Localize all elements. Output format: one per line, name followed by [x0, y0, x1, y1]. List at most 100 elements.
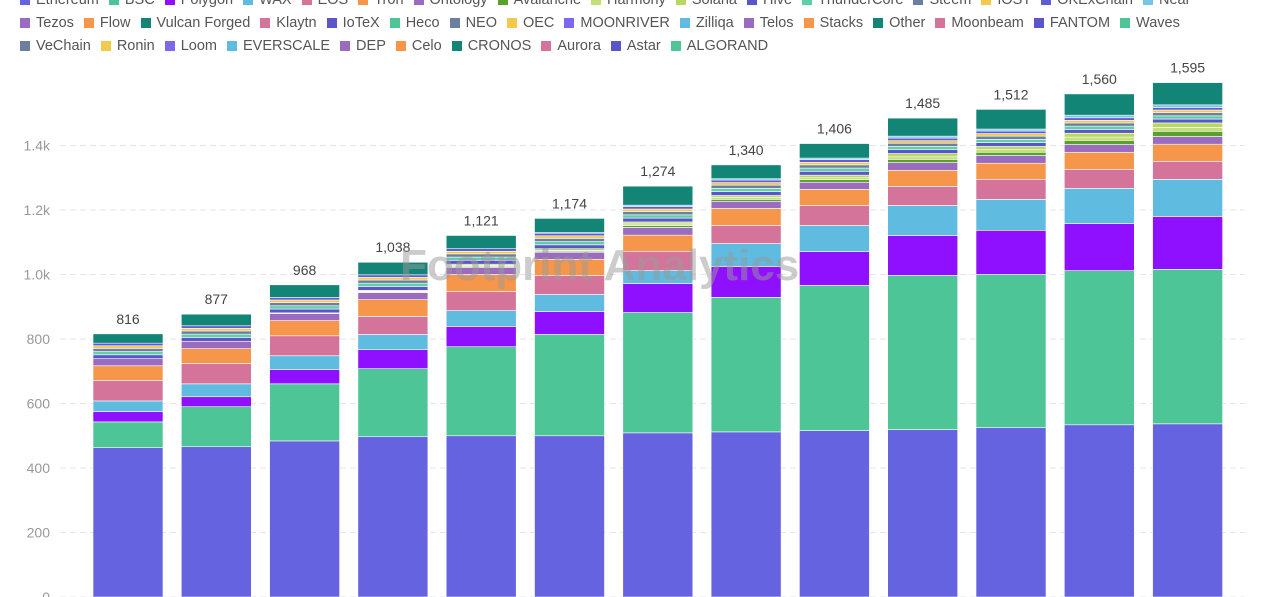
bar-segment-other[interactable] [445, 235, 517, 249]
bar-segment-tron[interactable] [269, 320, 340, 337]
bar-segment-ontology[interactable] [710, 200, 782, 209]
bar-segment-bsc[interactable] [622, 312, 694, 434]
bar-segment-iost[interactable] [181, 328, 252, 332]
legend-item-harmony[interactable]: Harmony [591, 0, 666, 8]
legend-item-iotex[interactable]: IoTeX [326, 15, 380, 31]
bar-segment-thundercore[interactable] [710, 188, 782, 192]
bar-segment-tron[interactable] [975, 162, 1047, 180]
bar-segment-ethereum[interactable] [975, 427, 1047, 597]
bar-segment-iost[interactable] [269, 299, 340, 303]
bar-segment-steem[interactable] [269, 302, 340, 307]
bar-segment-thundercore[interactable] [622, 214, 694, 219]
bar-segment-wax[interactable] [799, 225, 870, 252]
legend-item-celo[interactable]: Celo [395, 38, 442, 54]
bar-segment-okexchain[interactable] [92, 342, 164, 347]
bar-segment-ontology[interactable] [269, 313, 340, 321]
bar-segment-iost[interactable] [799, 161, 870, 166]
legend-item-ethereum[interactable]: Ethereum [20, 0, 99, 8]
legend-item-steem[interactable]: Steem [913, 0, 971, 8]
bar-segment-solana[interactable] [887, 153, 959, 158]
bar-segment-ethereum[interactable] [269, 440, 340, 597]
legend-item-vulcan-forged[interactable]: Vulcan Forged [140, 15, 250, 31]
bar-segment-iost[interactable] [92, 345, 164, 349]
bar-segment-ethereum[interactable] [799, 430, 870, 597]
bar-segment-bsc[interactable] [181, 406, 252, 448]
bar-segment-tron[interactable] [1152, 143, 1223, 162]
bar-segment-okexchain[interactable] [534, 232, 605, 237]
bar-segment-eos[interactable] [1064, 169, 1135, 189]
bar-segment-thundercore[interactable] [92, 351, 164, 356]
bar-segment-ontology[interactable] [887, 162, 959, 171]
bar-segment-thundercore[interactable] [799, 167, 870, 172]
bar-segment-wax[interactable] [534, 294, 605, 312]
bar-segment-wax[interactable] [181, 383, 252, 398]
bar-segment-wax[interactable] [887, 205, 959, 236]
bar-segment-polygon[interactable] [357, 349, 429, 369]
bar-segment-okexchain[interactable] [622, 206, 694, 210]
bar-segment-eos[interactable] [181, 363, 252, 385]
bar-segment-eos[interactable] [799, 205, 870, 226]
bar-segment-harmony[interactable] [975, 149, 1047, 153]
bar-segment-okexchain[interactable] [975, 130, 1047, 134]
bar-segment-near[interactable] [1064, 114, 1135, 119]
legend-item-moonbeam[interactable]: Moonbeam [935, 15, 1024, 31]
bar-segment-steem[interactable] [710, 184, 782, 189]
bar-segment-wax[interactable] [445, 310, 517, 327]
bar-segment-eos[interactable] [92, 380, 164, 402]
bar-segment-avalanche[interactable] [799, 179, 870, 183]
bar-segment-iost[interactable] [622, 208, 694, 212]
bar-segment-iost[interactable] [1152, 109, 1223, 113]
legend-item-tron[interactable]: Tron [358, 0, 404, 8]
bar-segment-thundercore[interactable] [269, 305, 340, 310]
bar-segment-bsc[interactable] [534, 334, 605, 437]
bar-segment-ethereum[interactable] [445, 435, 517, 597]
bar-segment-bsc[interactable] [1152, 269, 1223, 425]
bar-segment-bsc[interactable] [710, 297, 782, 433]
legend-item-hive[interactable]: Hive [747, 0, 792, 8]
legend-item-telos[interactable]: Telos [743, 15, 794, 31]
bar-segment-solana[interactable] [975, 146, 1047, 150]
bar-segment-wax[interactable] [1152, 179, 1223, 217]
bar-segment-polygon[interactable] [92, 411, 164, 423]
bar-segment-hive[interactable] [269, 308, 340, 314]
bar-segment-eos[interactable] [1152, 161, 1223, 180]
legend-item-eos[interactable]: EOS [301, 0, 348, 8]
legend-item-waves[interactable]: Waves [1120, 15, 1180, 31]
bar-segment-steem[interactable] [92, 348, 164, 352]
legend-item-vechain[interactable]: VeChain [20, 38, 91, 54]
legend-item-near[interactable]: Near [1142, 0, 1190, 8]
bar-segment-other[interactable] [887, 117, 959, 137]
bar-segment-other[interactable] [534, 218, 605, 233]
bar-segment-steem[interactable] [799, 164, 870, 169]
legend-item-iost[interactable]: IOST [981, 0, 1031, 8]
bar-segment-tron[interactable] [710, 208, 782, 226]
bar-segment-steem[interactable] [622, 211, 694, 216]
bar-segment-tron[interactable] [357, 299, 429, 317]
bar-segment-ethereum[interactable] [92, 447, 164, 597]
bar-segment-ethereum[interactable] [710, 431, 782, 597]
bar-segment-ontology[interactable] [92, 358, 164, 367]
bar-segment-ontology[interactable] [1064, 144, 1135, 153]
bar-segment-ontology[interactable] [799, 181, 870, 190]
legend-item-oec[interactable]: OEC [506, 15, 554, 31]
bar-segment-steem[interactable] [887, 142, 959, 147]
legend-item-fantom[interactable]: FANTOM [1033, 15, 1110, 31]
bar-segment-ethereum[interactable] [1064, 424, 1135, 597]
bar-segment-polygon[interactable] [534, 311, 605, 335]
bar-segment-okexchain[interactable] [799, 159, 870, 163]
bar-segment-iost[interactable] [1064, 120, 1135, 124]
bar-segment-polygon[interactable] [269, 369, 340, 385]
bar-segment-polygon[interactable] [622, 283, 694, 313]
legend-item-stacks[interactable]: Stacks [803, 15, 863, 31]
bar-segment-thundercore[interactable] [975, 139, 1047, 143]
bar-segment-tron[interactable] [799, 189, 870, 206]
bar-segment-thundercore[interactable] [887, 146, 959, 150]
bar-segment-ethereum[interactable] [534, 435, 605, 597]
bar-segment-steem[interactable] [1064, 122, 1135, 127]
bar-segment-polygon[interactable] [887, 235, 959, 276]
bar-segment-tron[interactable] [181, 348, 252, 364]
legend-item-algorand[interactable]: ALGORAND [670, 38, 768, 54]
bar-segment-steem[interactable] [975, 135, 1047, 140]
bar-segment-bsc[interactable] [445, 346, 517, 437]
legend-item-okexchain[interactable]: OKExChain [1041, 0, 1133, 8]
